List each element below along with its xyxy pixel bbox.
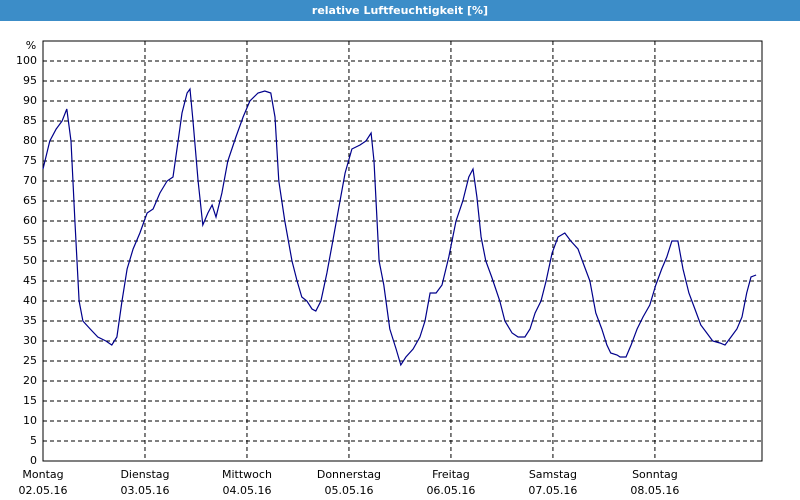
y-tick-label: 50 [23,254,37,267]
y-tick-label: 15 [23,394,37,407]
x-tick-label: Montag [22,468,63,481]
y-tick-label: 40 [23,294,37,307]
plot-border [42,40,763,462]
x-tick-label: Freitag [432,468,470,481]
y-tick-label: 100 [16,54,37,67]
y-axis-label: % [26,39,36,52]
x-tick-label: Mittwoch [222,468,272,481]
y-tick-label: 80 [23,134,37,147]
y-tick-label: 75 [23,154,37,167]
y-tick-label: 85 [23,114,37,127]
chart-title: relative Luftfeuchtigkeit [%] [312,4,488,17]
x-tick-label: Sonntag [632,468,678,481]
y-tick-label: 90 [23,94,37,107]
y-tick-label: 55 [23,234,37,247]
x-tick-date: 06.05.16 [426,484,475,497]
y-tick-label: 95 [23,74,37,87]
y-tick-label: 45 [23,274,37,287]
x-tick-label: Dienstag [120,468,169,481]
x-tick-date: 04.05.16 [222,484,271,497]
x-tick-label: Donnerstag [317,468,381,481]
y-tick-label: 35 [23,314,37,327]
y-tick-label: 0 [30,454,37,467]
y-tick-label: 20 [23,374,37,387]
x-tick-date: 08.05.16 [630,484,679,497]
y-tick-label: 10 [23,414,37,427]
y-tick-label: 25 [23,354,37,367]
x-tick-label: Samstag [529,468,577,481]
y-tick-label: 60 [23,214,37,227]
x-tick-date: 02.05.16 [19,484,68,497]
y-tick-label: 65 [23,194,37,207]
y-tick-label: 5 [30,434,37,447]
x-tick-date: 07.05.16 [528,484,577,497]
line [42,87,757,367]
y-tick-label: 70 [23,174,37,187]
title-bar [0,0,800,21]
y-tick-label: 30 [23,334,37,347]
x-tick-date: 05.05.16 [324,484,373,497]
x-tick-date: 03.05.16 [120,484,169,497]
